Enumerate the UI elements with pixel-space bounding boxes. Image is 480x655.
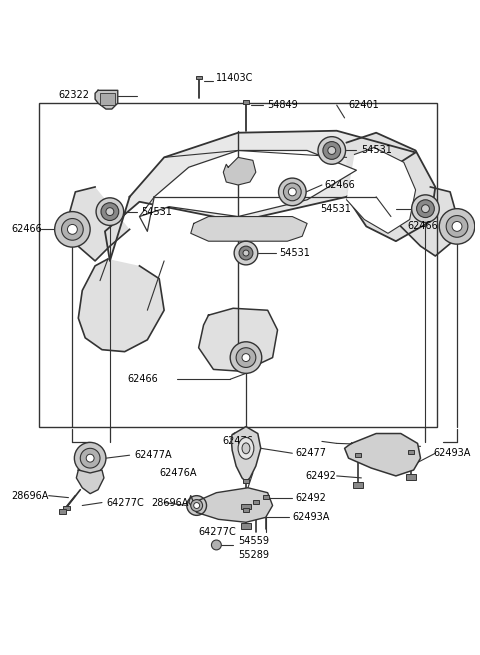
- Polygon shape: [231, 426, 261, 482]
- Polygon shape: [76, 470, 104, 494]
- Circle shape: [328, 147, 336, 155]
- Text: 54531: 54531: [142, 206, 172, 217]
- Ellipse shape: [242, 443, 250, 454]
- Bar: [241, 504, 251, 510]
- Text: 62477: 62477: [295, 448, 326, 458]
- Text: 28696A: 28696A: [11, 491, 48, 500]
- Bar: [243, 479, 249, 483]
- Ellipse shape: [238, 438, 254, 459]
- Bar: [62, 506, 71, 510]
- Bar: [353, 482, 363, 488]
- Bar: [253, 500, 259, 504]
- Circle shape: [86, 454, 94, 462]
- Circle shape: [187, 496, 206, 515]
- Circle shape: [278, 178, 306, 206]
- Circle shape: [421, 205, 430, 213]
- Circle shape: [417, 200, 434, 217]
- Circle shape: [452, 221, 462, 231]
- Circle shape: [236, 348, 256, 367]
- Text: 11403C: 11403C: [216, 73, 254, 83]
- Circle shape: [239, 246, 253, 260]
- Polygon shape: [401, 187, 457, 256]
- Polygon shape: [105, 131, 416, 261]
- Bar: [59, 510, 66, 514]
- Circle shape: [446, 215, 468, 237]
- Text: 62476: 62476: [222, 436, 253, 447]
- Circle shape: [243, 250, 249, 256]
- Polygon shape: [191, 217, 307, 241]
- Text: 62493A: 62493A: [292, 512, 330, 522]
- Circle shape: [412, 195, 439, 223]
- Text: 62466: 62466: [325, 180, 356, 190]
- Polygon shape: [199, 309, 277, 371]
- Circle shape: [80, 448, 100, 468]
- Circle shape: [212, 540, 221, 550]
- Text: 64277C: 64277C: [106, 498, 144, 508]
- Text: 62466: 62466: [128, 374, 158, 384]
- Circle shape: [96, 198, 124, 225]
- Circle shape: [323, 141, 341, 159]
- Bar: [39, 103, 437, 426]
- Text: 54531: 54531: [279, 248, 311, 258]
- Circle shape: [61, 219, 83, 240]
- Polygon shape: [95, 90, 118, 109]
- Circle shape: [242, 354, 250, 362]
- Circle shape: [68, 225, 77, 234]
- Circle shape: [318, 137, 346, 164]
- Text: 62492: 62492: [306, 471, 336, 481]
- Text: 54531: 54531: [321, 204, 351, 214]
- Text: 54559: 54559: [238, 536, 269, 546]
- Circle shape: [106, 208, 114, 215]
- Bar: [196, 75, 202, 79]
- Circle shape: [288, 188, 296, 196]
- Text: 55289: 55289: [238, 550, 269, 560]
- Bar: [100, 93, 115, 105]
- Text: 62492: 62492: [295, 493, 326, 502]
- Circle shape: [284, 183, 301, 201]
- Text: 62477A: 62477A: [134, 450, 172, 460]
- Polygon shape: [345, 434, 420, 476]
- Text: 62493A: 62493A: [433, 448, 471, 458]
- Text: 62322: 62322: [59, 90, 90, 100]
- Text: 28696A: 28696A: [151, 498, 189, 508]
- Circle shape: [234, 241, 258, 265]
- Bar: [356, 453, 361, 457]
- Text: 54531: 54531: [361, 145, 392, 155]
- Polygon shape: [78, 259, 164, 352]
- Polygon shape: [347, 147, 416, 233]
- Polygon shape: [223, 157, 256, 185]
- Polygon shape: [189, 488, 273, 522]
- Text: 62466: 62466: [11, 225, 42, 234]
- Bar: [408, 450, 414, 454]
- Circle shape: [101, 203, 119, 221]
- Polygon shape: [140, 151, 357, 231]
- Text: 64277C: 64277C: [199, 527, 236, 537]
- Text: 62401: 62401: [348, 100, 379, 110]
- Bar: [406, 474, 416, 480]
- Circle shape: [55, 212, 90, 247]
- Text: 62476A: 62476A: [159, 468, 197, 478]
- Bar: [243, 508, 249, 512]
- Text: 54849: 54849: [268, 100, 299, 110]
- Circle shape: [191, 500, 203, 512]
- Bar: [263, 495, 269, 498]
- Text: 62466: 62466: [408, 221, 438, 231]
- Polygon shape: [69, 187, 130, 261]
- Bar: [241, 523, 251, 529]
- Circle shape: [74, 442, 106, 474]
- Circle shape: [194, 502, 200, 508]
- Circle shape: [439, 209, 475, 244]
- Circle shape: [230, 342, 262, 373]
- Polygon shape: [347, 133, 435, 241]
- Bar: [243, 100, 249, 104]
